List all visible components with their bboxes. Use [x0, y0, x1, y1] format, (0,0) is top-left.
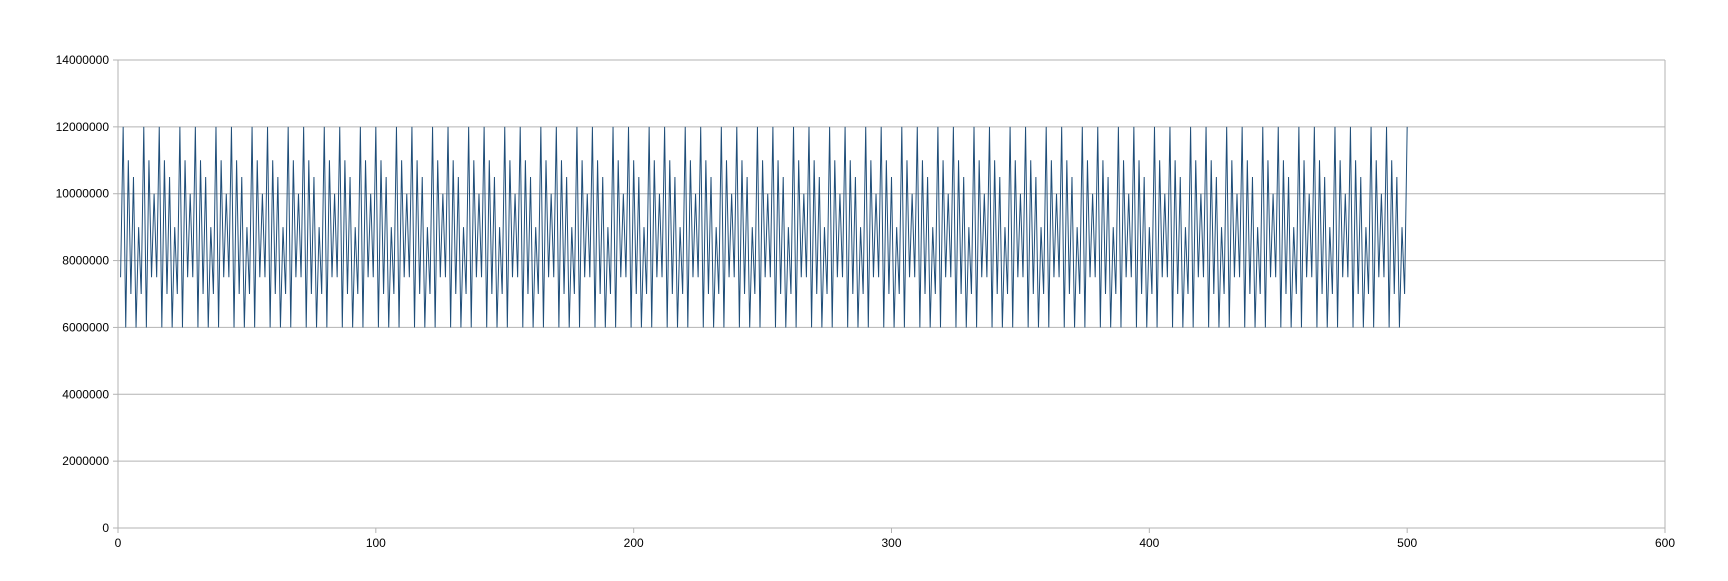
gridlines: [118, 59, 1665, 462]
y-tick-labels: 0 2000000 4000000 6000000 8000000 10000000 120…: [56, 53, 110, 535]
x-tick-labels: 0 100 200 300 400 500 600: [115, 536, 1676, 550]
series-line: [120, 126, 1408, 328]
x-tick-label: 600: [1655, 536, 1675, 550]
y-tick-label: 4000000: [62, 387, 109, 401]
x-tick-label: 400: [1139, 536, 1159, 550]
x-tick-label: 100: [366, 536, 386, 550]
y-tick-label: 0: [102, 521, 109, 535]
y-tick-label: 6000000: [62, 320, 109, 334]
y-tick-label: 2000000: [62, 454, 109, 468]
y-tick-label: 10000000: [56, 187, 110, 201]
x-tick-label: 500: [1397, 536, 1417, 550]
y-tick-label: 14000000: [56, 53, 110, 67]
y-tick-label: 12000000: [56, 120, 110, 134]
y-tick-label: 8000000: [62, 254, 109, 268]
series-layer: [120, 126, 1408, 328]
axes: [113, 59, 1666, 533]
x-tick-label: 0: [115, 536, 122, 550]
x-tick-label: 300: [881, 536, 901, 550]
x-tick-label: 200: [624, 536, 644, 550]
